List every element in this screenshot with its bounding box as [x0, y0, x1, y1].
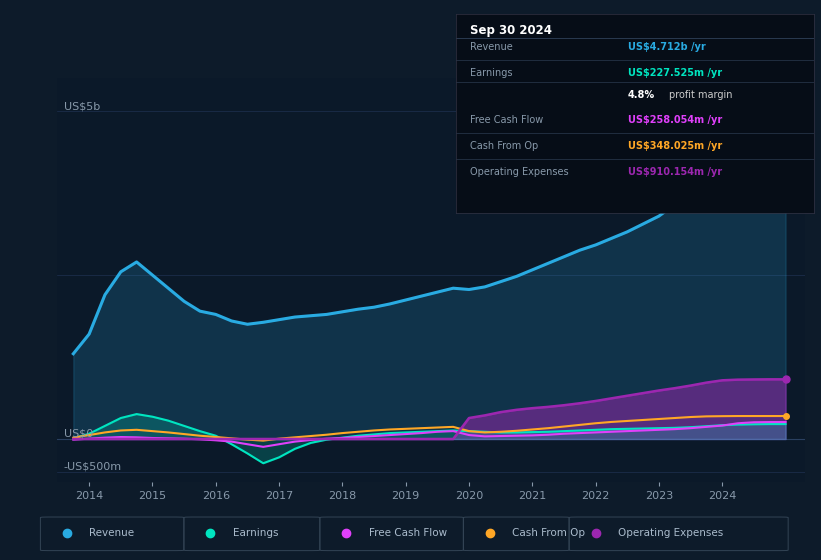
Text: Free Cash Flow: Free Cash Flow — [369, 529, 447, 538]
Text: Revenue: Revenue — [89, 529, 135, 538]
Text: Cash From Op: Cash From Op — [512, 529, 585, 538]
Text: Free Cash Flow: Free Cash Flow — [470, 115, 544, 125]
Text: Operating Expenses: Operating Expenses — [470, 167, 569, 177]
Text: Sep 30 2024: Sep 30 2024 — [470, 24, 552, 37]
Text: 4.8%: 4.8% — [628, 90, 655, 100]
Text: Cash From Op: Cash From Op — [470, 141, 539, 151]
Text: US$227.525m /yr: US$227.525m /yr — [628, 68, 722, 78]
Text: US$348.025m /yr: US$348.025m /yr — [628, 141, 722, 151]
Text: US$5b: US$5b — [64, 101, 100, 111]
Text: Operating Expenses: Operating Expenses — [618, 529, 723, 538]
Text: US$258.054m /yr: US$258.054m /yr — [628, 115, 722, 125]
Text: US$910.154m /yr: US$910.154m /yr — [628, 167, 722, 177]
Text: Earnings: Earnings — [233, 529, 278, 538]
Text: US$4.712b /yr: US$4.712b /yr — [628, 42, 705, 52]
Text: US$0: US$0 — [64, 429, 93, 439]
Text: -US$500m: -US$500m — [64, 462, 122, 472]
Text: Earnings: Earnings — [470, 68, 512, 78]
Text: Revenue: Revenue — [470, 42, 513, 52]
Text: profit margin: profit margin — [669, 90, 732, 100]
